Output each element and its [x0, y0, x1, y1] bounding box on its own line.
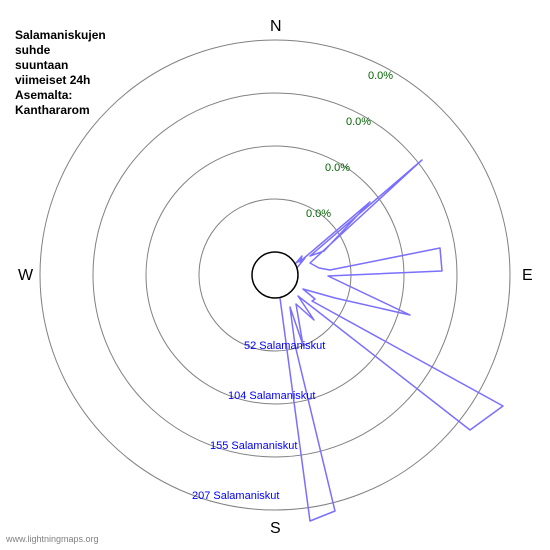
pct-label: 0.0%	[306, 208, 331, 220]
chart-title: Salamaniskujen suhde suuntaan viimeiset …	[15, 28, 106, 118]
strike-label: 155 Salamaniskut	[210, 440, 297, 452]
strike-label: 104 Salamaniskut	[228, 390, 315, 402]
center-hub	[252, 252, 298, 298]
polar-chart-container: Salamaniskujen suhde suuntaan viimeiset …	[0, 0, 550, 550]
attribution: www.lightningmaps.org	[6, 534, 99, 544]
compass-w: W	[18, 267, 33, 285]
compass-e: E	[522, 267, 533, 285]
pct-label: 0.0%	[368, 70, 393, 82]
pct-label: 0.0%	[346, 116, 371, 128]
strike-label: 52 Salamaniskut	[244, 340, 325, 352]
pct-label: 0.0%	[325, 162, 350, 174]
strike-label: 207 Salamaniskut	[192, 490, 279, 502]
compass-s: S	[270, 520, 281, 538]
compass-n: N	[270, 18, 282, 36]
